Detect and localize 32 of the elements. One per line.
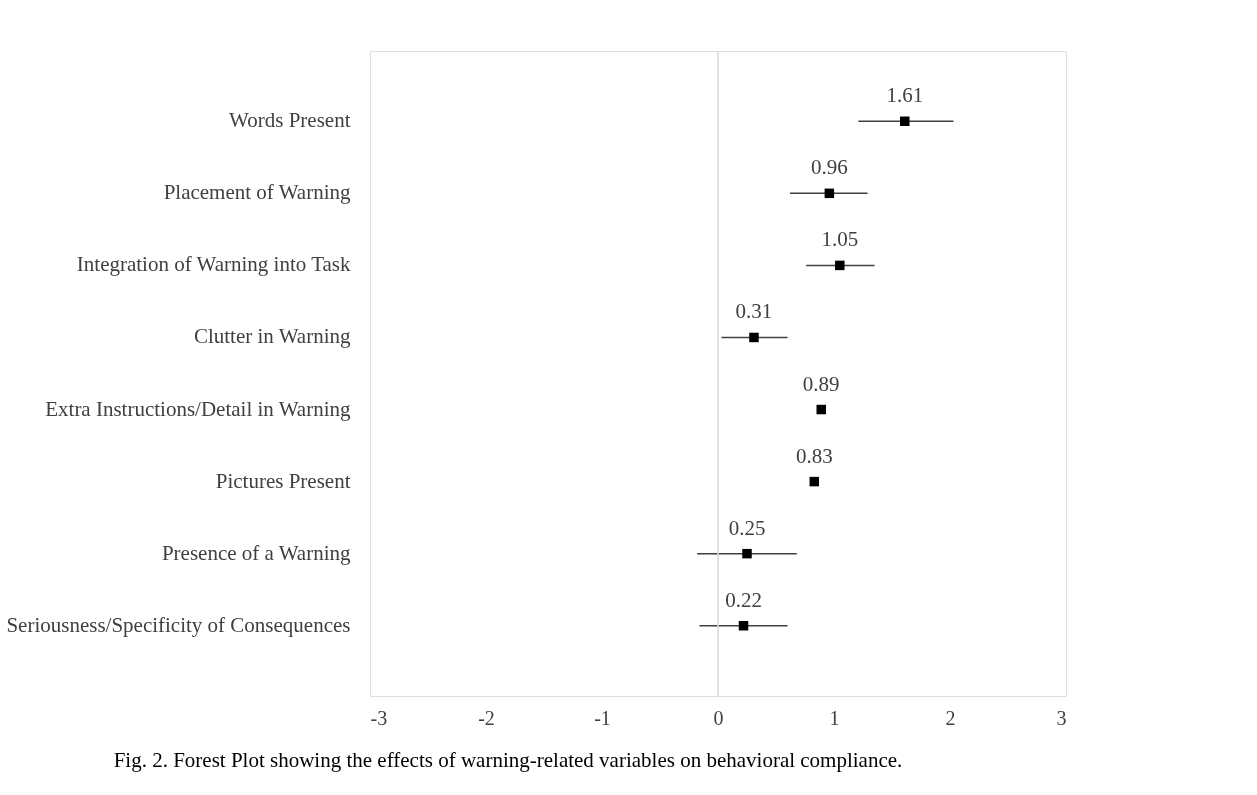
point — [742, 548, 752, 559]
data-label: 0.22 — [725, 587, 762, 612]
y-tick-label: Placement of Warning — [163, 180, 351, 205]
x-tick-label: -2 — [478, 706, 495, 729]
point — [809, 476, 820, 487]
y-tick-label: Seriousness/Specificity of Consequences — [6, 612, 351, 637]
y-tick-label: Words Present — [229, 108, 351, 133]
point — [816, 404, 826, 415]
data-label: 1.05 — [821, 227, 859, 252]
y-tick-label: Clutter in Warning — [193, 324, 351, 349]
point — [749, 332, 759, 343]
y-tick-label: Pictures Present — [215, 468, 351, 493]
point — [738, 620, 749, 631]
y-tick-label: Integration of Warning into Task — [76, 252, 351, 277]
x-tick-label: 3 — [1056, 706, 1067, 729]
data-label: 0.96 — [810, 155, 848, 180]
point — [824, 188, 835, 199]
data-label: 0.31 — [735, 299, 773, 324]
x-tick-label: 0 — [713, 706, 724, 729]
data-label: 0.89 — [802, 371, 840, 396]
x-tick-label: -1 — [594, 706, 611, 729]
x-tick-label: 2 — [945, 706, 956, 729]
data-label: 1.61 — [886, 83, 924, 108]
x-tick-label: -3 — [370, 706, 388, 729]
point — [900, 116, 910, 127]
y-tick-label: Presence of a Warning — [161, 540, 351, 565]
data-label: 0.83 — [795, 443, 833, 468]
x-tick-label: 1 — [829, 706, 840, 729]
data-label: 0.25 — [728, 515, 766, 540]
y-tick-label: Extra Instructions/Detail in Warning — [45, 396, 351, 421]
point — [835, 260, 845, 271]
caption: Fig. 2. Forest Plot showing the effects of warning-related variables on behavioral compliance. — [113, 748, 903, 772]
